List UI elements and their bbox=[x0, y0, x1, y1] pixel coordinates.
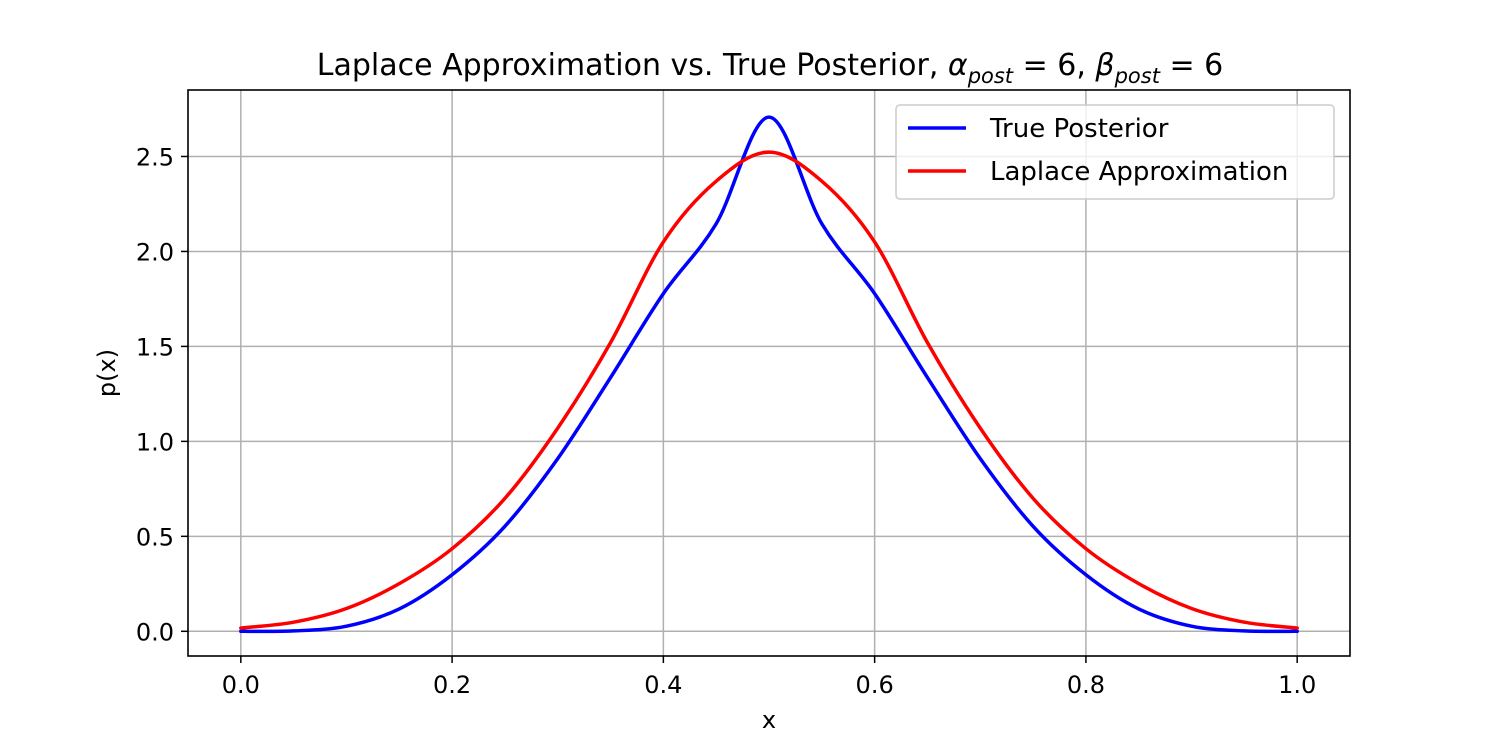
y-tick-label: 1.5 bbox=[136, 333, 174, 361]
x-axis-label: x bbox=[762, 706, 776, 734]
title-alpha-subscript: post bbox=[967, 64, 1014, 88]
title-alpha-value: = 6 bbox=[1013, 48, 1076, 83]
plot-series bbox=[239, 115, 1299, 634]
y-tick-label: 0.0 bbox=[136, 618, 174, 646]
title-beta-value: = 6 bbox=[1160, 48, 1223, 83]
series-line-true-posterior bbox=[239, 115, 1299, 634]
y-tick-label: 2.5 bbox=[136, 143, 174, 171]
axis-ticks: 0.0 0.2 0.4 0.6 0.8 1.0 0.0 0.5 1.0 1.5 2.0 2.5 bbox=[136, 143, 1316, 699]
y-axis-label: p(x) bbox=[93, 349, 121, 397]
title-alpha-symbol: α bbox=[948, 48, 968, 83]
legend-label-laplace-approximation: Laplace Approximation bbox=[990, 157, 1288, 187]
legend-box bbox=[895, 104, 1335, 200]
x-tick-label: 0.6 bbox=[856, 671, 894, 699]
x-tick-label: 1.0 bbox=[1278, 671, 1316, 699]
chart-title: Laplace Approximation vs. True Posterior… bbox=[317, 48, 1223, 88]
legend: True Posterior Laplace Approximation bbox=[895, 104, 1335, 200]
y-tick-label: 0.5 bbox=[136, 523, 174, 551]
legend-label-true-posterior: True Posterior bbox=[989, 114, 1169, 144]
x-tick-label: 0.2 bbox=[433, 671, 471, 699]
plot-frame bbox=[187, 89, 1351, 657]
y-tick-label: 2.0 bbox=[136, 238, 174, 266]
grid-lines bbox=[188, 90, 1350, 656]
x-tick-label: 0.8 bbox=[1067, 671, 1105, 699]
title-separator: , bbox=[1076, 48, 1095, 83]
title-beta-symbol: β bbox=[1094, 48, 1114, 83]
x-tick-label: 0.0 bbox=[222, 671, 260, 699]
y-tick-label: 1.0 bbox=[136, 428, 174, 456]
title-prefix: Laplace Approximation vs. True Posterior… bbox=[317, 48, 948, 83]
x-tick-label: 0.4 bbox=[644, 671, 682, 699]
title-beta-subscript: post bbox=[1114, 64, 1161, 88]
series-line-laplace-approximation bbox=[239, 150, 1299, 630]
